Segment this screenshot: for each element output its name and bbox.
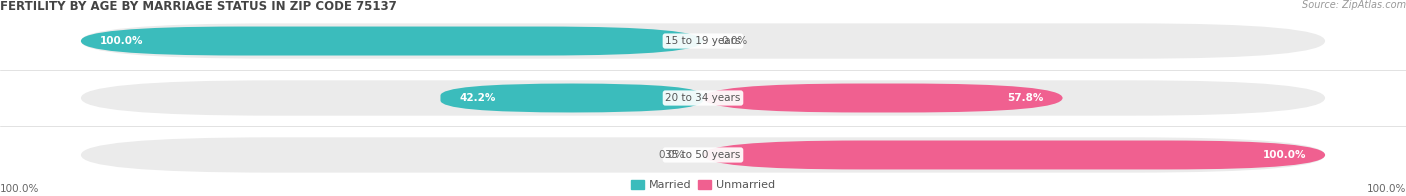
Text: 100.0%: 100.0%	[1367, 184, 1406, 194]
Text: 20 to 34 years: 20 to 34 years	[665, 93, 741, 103]
FancyBboxPatch shape	[82, 80, 1324, 116]
FancyBboxPatch shape	[440, 83, 703, 113]
Text: 100.0%: 100.0%	[100, 36, 143, 46]
Text: 100.0%: 100.0%	[0, 184, 39, 194]
Text: 35 to 50 years: 35 to 50 years	[665, 150, 741, 160]
Legend: Married, Unmarried: Married, Unmarried	[631, 180, 775, 191]
FancyBboxPatch shape	[703, 141, 1324, 170]
FancyBboxPatch shape	[82, 23, 1324, 59]
Text: 0.0%: 0.0%	[658, 150, 685, 160]
FancyBboxPatch shape	[82, 26, 703, 55]
FancyBboxPatch shape	[703, 83, 1063, 113]
Text: 57.8%: 57.8%	[1008, 93, 1043, 103]
Text: 100.0%: 100.0%	[1263, 150, 1306, 160]
Text: Source: ZipAtlas.com: Source: ZipAtlas.com	[1302, 0, 1406, 10]
FancyBboxPatch shape	[82, 137, 1324, 173]
Text: 42.2%: 42.2%	[460, 93, 495, 103]
Text: FERTILITY BY AGE BY MARRIAGE STATUS IN ZIP CODE 75137: FERTILITY BY AGE BY MARRIAGE STATUS IN Z…	[0, 0, 396, 13]
Text: 15 to 19 years: 15 to 19 years	[665, 36, 741, 46]
Text: 0.0%: 0.0%	[721, 36, 748, 46]
